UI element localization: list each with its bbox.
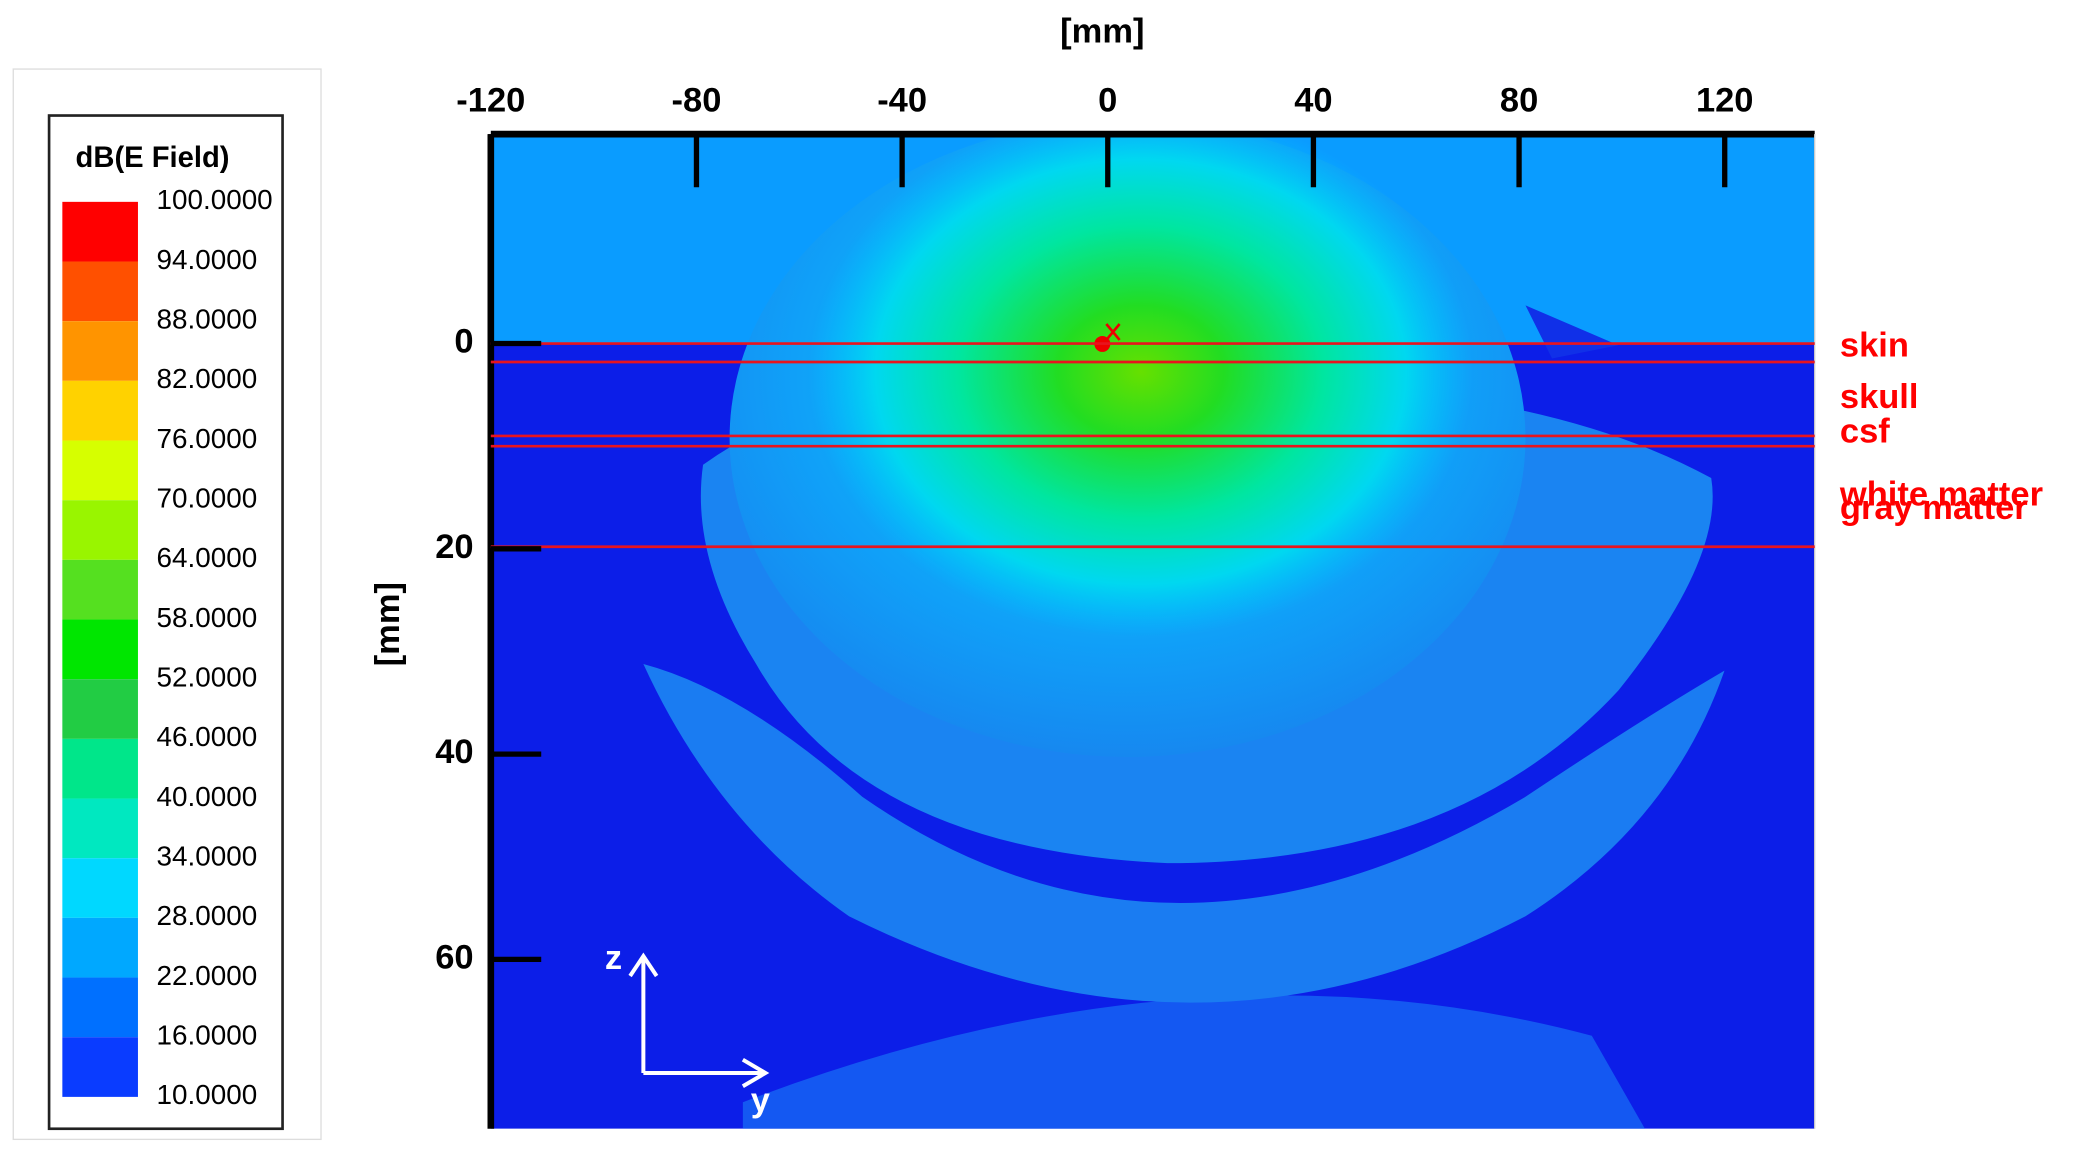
x-tick-label: 40 bbox=[1294, 81, 1332, 119]
layer-label: gray matter bbox=[1840, 489, 2028, 527]
colorbar-label: 94.0000 bbox=[157, 244, 258, 275]
x-tick-label: 0 bbox=[1098, 81, 1117, 119]
y-tick-label: 20 bbox=[435, 528, 473, 566]
colorbar-segment bbox=[62, 798, 138, 859]
colorbar-segment bbox=[62, 679, 138, 739]
orientation-arrows: z y bbox=[605, 939, 770, 1119]
layer-label: csf bbox=[1840, 412, 1890, 450]
colorbar: 100.0000 94.0000 88.0000 82.0000 76.0000 70.0… bbox=[62, 184, 273, 1110]
colorbar-label: 34.0000 bbox=[157, 841, 258, 872]
colorbar-segment bbox=[62, 917, 138, 978]
x-tick-label: 80 bbox=[1500, 81, 1538, 119]
colorbar-segment bbox=[62, 858, 138, 918]
field-image bbox=[490, 134, 1815, 1129]
colorbar-label: 52.0000 bbox=[157, 662, 258, 693]
colorbar-segment bbox=[62, 440, 138, 501]
colorbar-segment bbox=[62, 261, 138, 322]
colorbar-segment bbox=[62, 738, 138, 799]
colorbar-label: 22.0000 bbox=[157, 960, 258, 991]
axis-y-label: y bbox=[751, 1081, 770, 1119]
colorbar-segment bbox=[62, 559, 138, 620]
colorbar-segment bbox=[62, 500, 138, 560]
x-tick-label: -120 bbox=[456, 81, 525, 119]
colorbar-label: 28.0000 bbox=[157, 900, 258, 931]
colorbar-segment bbox=[62, 380, 138, 441]
colorbar-segment bbox=[62, 321, 138, 381]
x-axis-title: [mm] bbox=[1060, 12, 1144, 50]
colorbar-label: 58.0000 bbox=[157, 602, 258, 633]
y-tick-label: 0 bbox=[454, 323, 473, 361]
colorbar-segment bbox=[62, 619, 138, 680]
y-axis-title: [mm] bbox=[369, 582, 407, 666]
x-tick-label: -40 bbox=[877, 81, 927, 119]
colorbar-label: 100.0000 bbox=[157, 184, 273, 215]
colorbar-label: 88.0000 bbox=[157, 304, 258, 335]
colorbar-segment bbox=[62, 1037, 138, 1097]
colorbar-segment bbox=[62, 201, 138, 262]
colorbar-label: 16.0000 bbox=[157, 1020, 258, 1051]
colorbar-label: 10.0000 bbox=[157, 1079, 258, 1110]
axis-z-label: z bbox=[605, 939, 622, 977]
y-tick-label: 60 bbox=[435, 938, 473, 976]
legend-panel bbox=[12, 68, 322, 1141]
colorbar-label: 70.0000 bbox=[157, 483, 258, 514]
colorbar-label: 64.0000 bbox=[157, 542, 258, 573]
layer-label: skin bbox=[1840, 327, 1909, 365]
colorbar-label: 46.0000 bbox=[157, 721, 258, 752]
colorbar-title: dB(E Field) bbox=[76, 142, 230, 174]
colorbar-segment bbox=[62, 977, 138, 1038]
legend-frame bbox=[47, 114, 284, 1131]
y-tick-label: 40 bbox=[435, 733, 473, 771]
x-tick-label: -80 bbox=[672, 81, 722, 119]
colorbar-label: 40.0000 bbox=[157, 781, 258, 812]
x-tick-label: 120 bbox=[1696, 81, 1754, 119]
colorbar-label: 82.0000 bbox=[157, 363, 258, 394]
layer-label: skull bbox=[1840, 378, 1919, 416]
layer-label: white matter bbox=[1839, 476, 2043, 514]
colorbar-label: 76.0000 bbox=[157, 423, 258, 454]
